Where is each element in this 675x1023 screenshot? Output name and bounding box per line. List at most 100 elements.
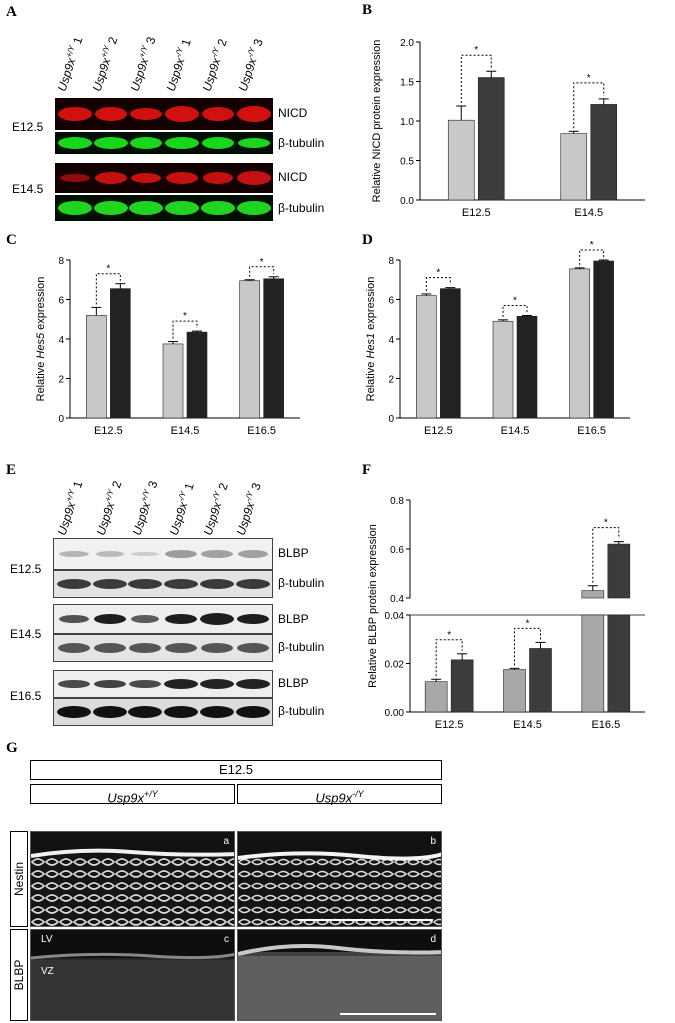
panel-letter-g: G [6,740,18,756]
blot-e-blbp-e16 [53,670,273,698]
lane-label-a-6: Usp9x-/Y 3 [235,37,266,93]
x-tick-label: E12.5 [424,425,453,437]
bar [590,104,618,201]
y-tick-label: 8 [388,256,394,267]
blot-a-tubulin-e12 [55,132,273,154]
significance-bracket [460,54,492,103]
significance-star: * [590,240,594,251]
significance-bracket [592,527,620,583]
blot-e-tubulin-e12 [53,570,273,598]
significance-bracket [514,627,541,666]
blot-a-tubulin-e14 [55,195,273,221]
y-tick-label: 0.4 [390,594,404,605]
band-label-e-3: BLBP [278,612,309,626]
bar [492,320,514,419]
stage-label-e-e12: E12.5 [10,562,42,576]
y-tick-label: 0.5 [400,157,414,168]
x-tick-label: E16.5 [577,425,606,437]
y-tick-label: 0 [58,414,64,425]
g-row1-text: Nestin [12,861,26,897]
bar [447,119,475,201]
x-tick-label: E16.5 [591,719,620,731]
blot-e-blbp-e12 [53,538,273,570]
bar-lower-segment [581,614,605,713]
blot-a-nicd-e14 [55,163,273,193]
lane-label-e-4: Usp9x-/Y 1 [166,481,197,537]
bar [593,260,614,419]
blot-a-nicd-e12 [55,98,273,130]
g-row2-text: BLBP [12,959,26,991]
significance-star: * [260,257,264,268]
bar [516,315,538,419]
significance-star: * [474,45,478,56]
bar [477,77,505,201]
stage-label-a-e12: E12.5 [12,120,44,134]
x-tick-label: E12.5 [94,425,123,437]
y-tick-label: 0.00 [385,708,405,719]
panel-letter-a: A [6,4,17,20]
lane-label-a-1: Usp9x+/Y 1 [54,35,86,93]
y-tick-label: 0.6 [390,545,404,556]
bar [263,278,284,419]
g-header: E12.5 [30,760,442,780]
x-tick-label: E14.5 [171,425,200,437]
y-tick-label: 0.04 [385,611,405,622]
significance-star: * [513,295,517,306]
lane-label-a-5: Usp9x-/Y 2 [199,37,230,93]
stage-label-e-e16: E16.5 [10,689,42,703]
y-axis-title: Relative Hes5 expression [35,277,47,402]
x-tick-label: E14.5 [513,719,542,731]
chart-b: 0.0 0.5 1.0 1.5 2.0 Relative NICD protein exp… [371,38,645,219]
significance-bracket [172,320,198,339]
bar [440,288,461,419]
significance-star: * [183,311,187,322]
bar [581,590,605,599]
bar [162,343,184,419]
chart-c: 0 2 4 6 8 Relative Hes5 expression E12.5 * E14.5… [35,256,300,437]
lane-label-a-3: Usp9x+/Y 3 [127,35,159,93]
bar [86,315,107,419]
chart-d: 0 2 4 6 8 Relative Hes1 expression E12.5 * E14.5… [365,240,630,437]
micrograph-tag-b: b [430,836,436,847]
y-tick-label: 2.0 [400,38,414,49]
lane-label-a-4: Usp9x-/Y 1 [163,37,194,93]
g-col1-label: Usp9x+/Y [30,784,235,805]
significance-star: * [447,630,451,641]
blot-e-tubulin-e16 [53,698,273,726]
y-tick-label: 8 [58,256,64,267]
y-tick-label: 1.0 [400,117,414,128]
lane-label-a-2: Usp9x+/Y 2 [89,35,121,93]
micrograph-tag-d: d [430,934,436,945]
y-tick-label: 6 [388,296,394,307]
y-tick-label: 4 [388,335,394,346]
band-label-e-2: β-tubulin [278,576,325,590]
y-tick-label: 1.5 [400,78,414,89]
y-tick-label: 0 [388,414,394,425]
panel-letter-d: D [362,232,373,248]
micrograph-tag-a: a [223,836,229,847]
x-tick-label: E16.5 [247,425,276,437]
significance-bracket [502,304,528,317]
x-tick-label: E12.5 [462,207,491,219]
y-tick-label: 0.8 [390,496,404,507]
micrograph-a: a [30,831,235,927]
band-label-e-1: BLBP [278,546,309,560]
y-tick-label: 2 [388,375,394,386]
y-axis-title: Relative BLBP protein expression [367,524,379,688]
g-col2-label: Usp9x-/Y [237,784,442,805]
lane-label-e-2: Usp9x+/Y 2 [93,479,125,537]
bar [529,648,552,713]
micrograph-c: c LV VZ [30,929,235,1021]
y-tick-label: 0.02 [385,660,405,671]
band-label-a-2: β-tubulin [278,136,325,150]
micrograph-tag-c: c [224,934,229,945]
bar [424,681,448,713]
micrograph-b: b [237,831,442,927]
g-row1-label: Nestin [10,831,28,927]
significance-bracket [435,639,463,677]
panel-letter-f: F [362,462,372,478]
panel-letter-e: E [6,462,17,478]
band-label-a-4: β-tubulin [278,201,325,215]
significance-star: * [526,618,530,629]
region-label-lv: LV [41,934,53,945]
